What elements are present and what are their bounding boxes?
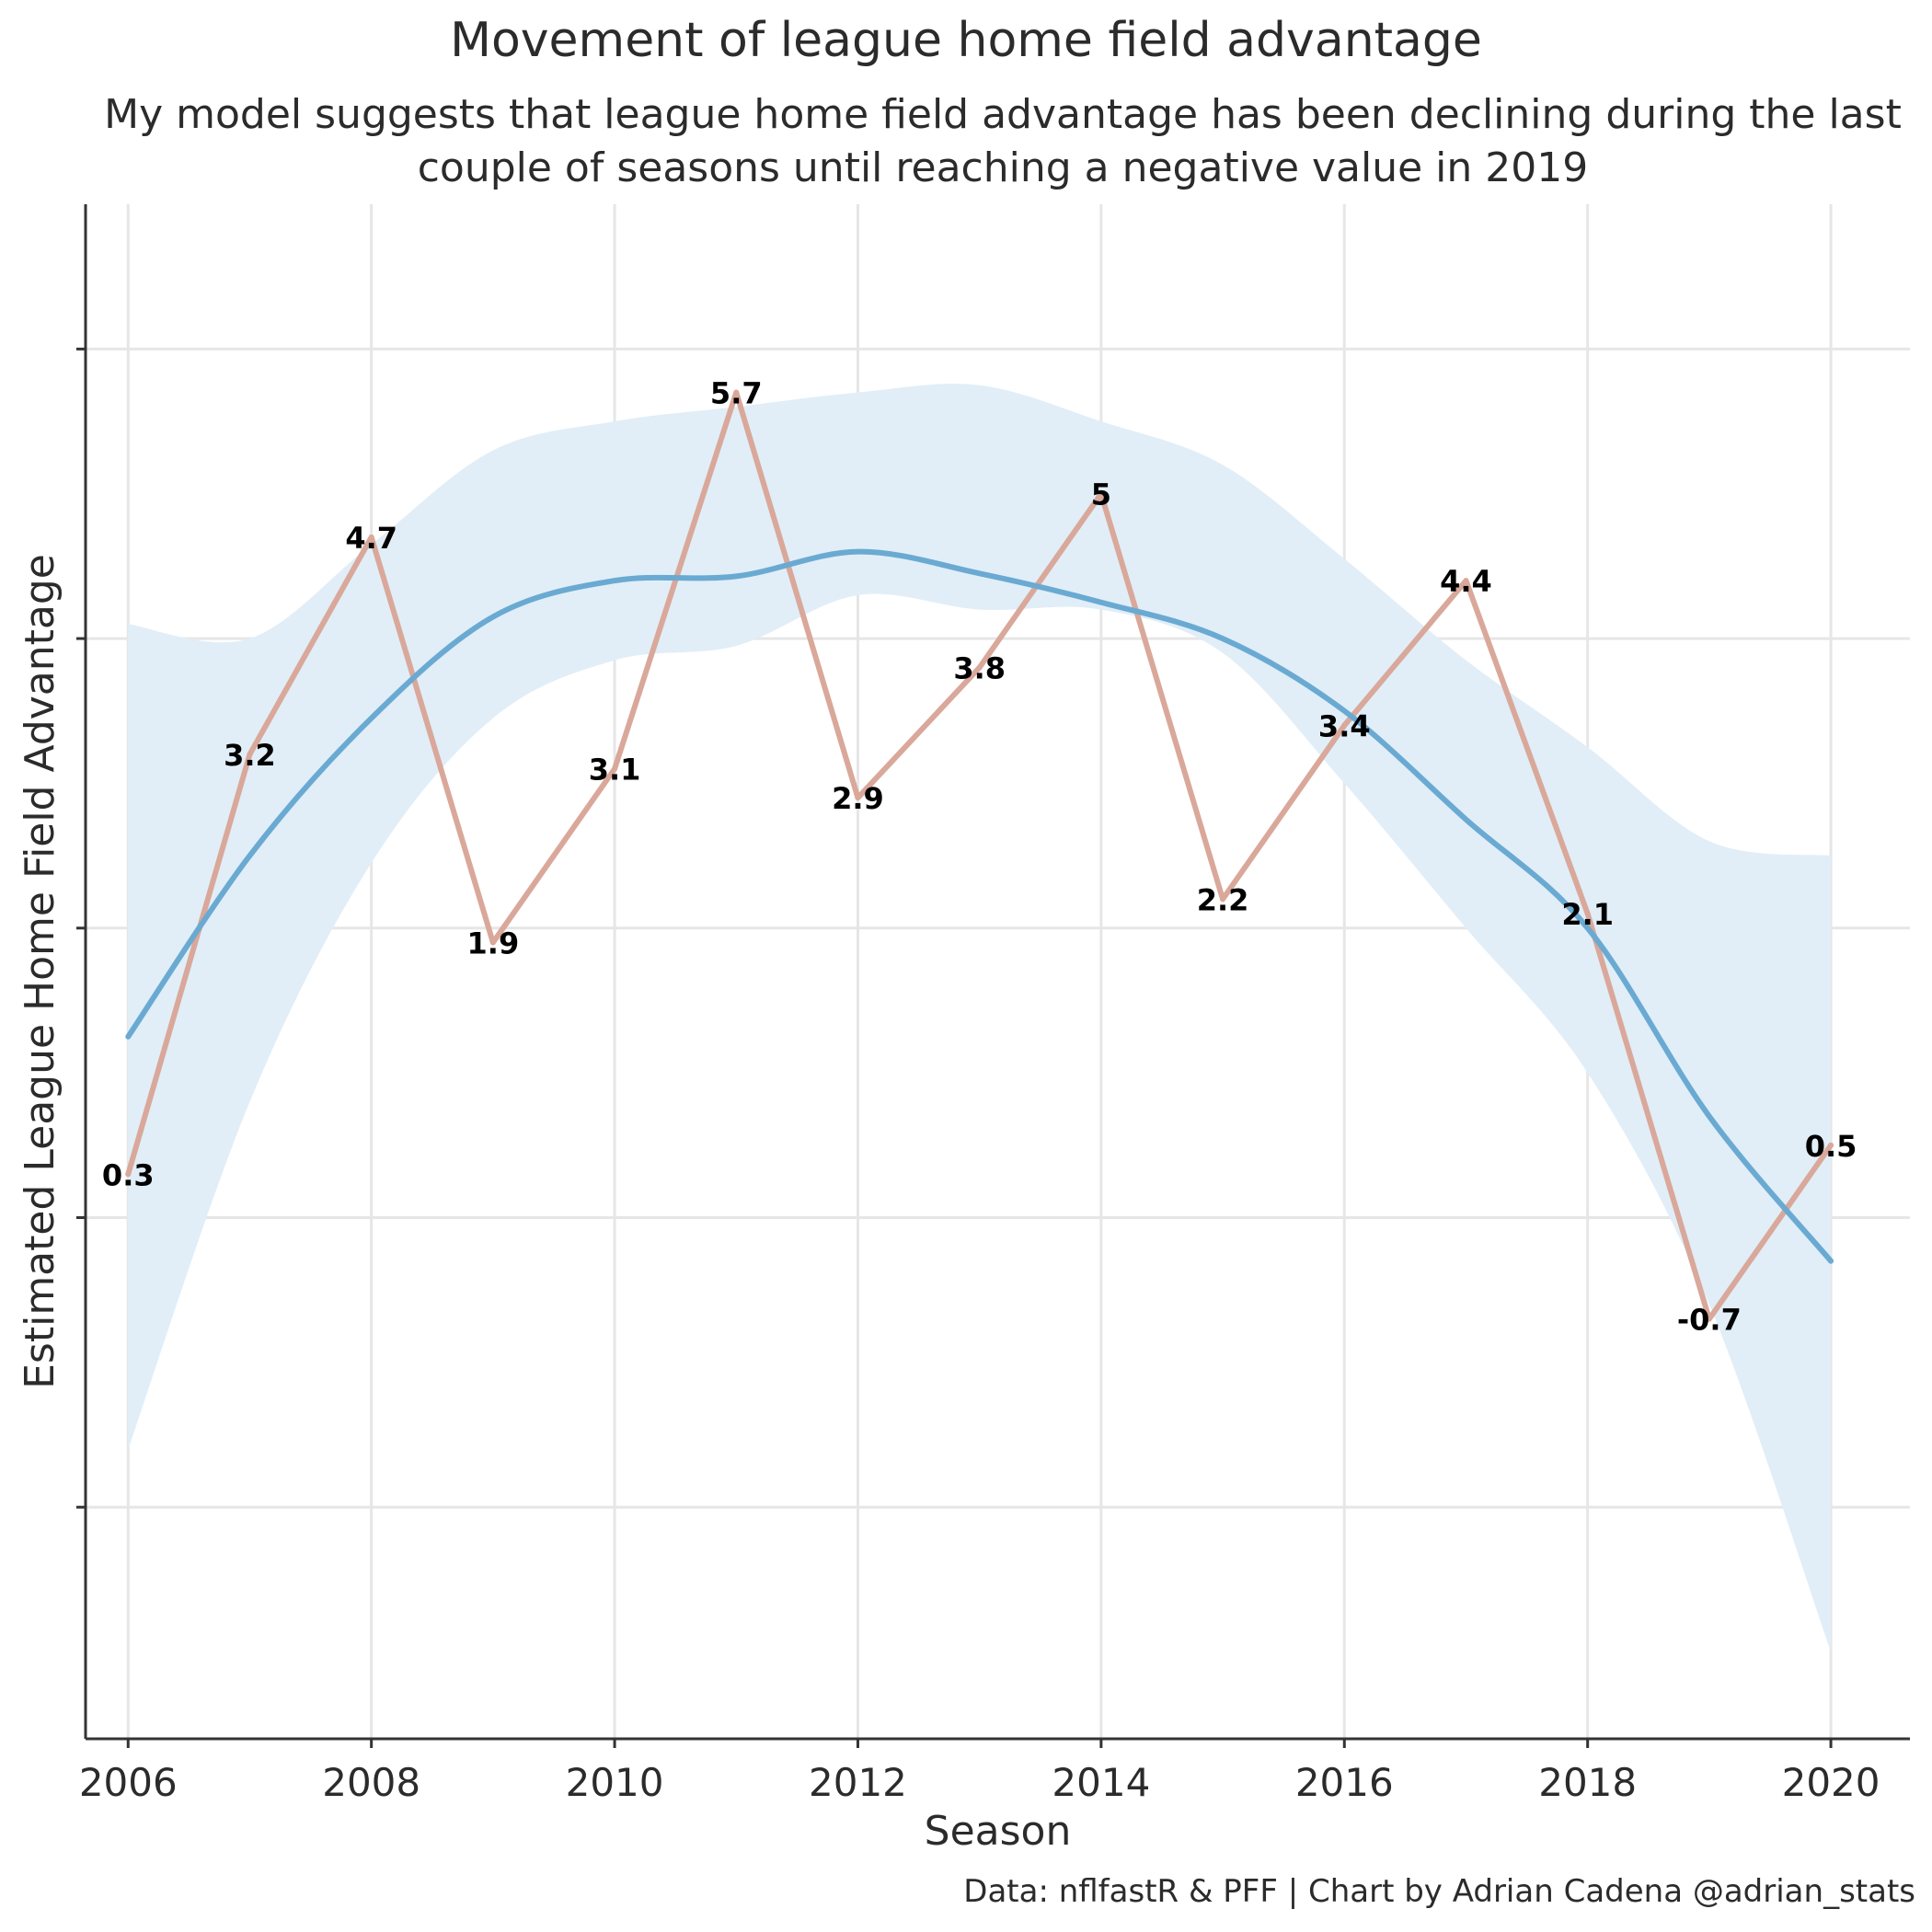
data-labels: 0.3 3.2 4.7 1.9 3.1 5.7 2.9 3.8 5 2.2 3.4 4.4 2.1 -0.… [102,376,1857,1338]
axes: 2006 2008 2010 2012 2014 2016 2018 2020 Season Es… [17,204,1910,1855]
data-point [1706,1316,1712,1322]
data-label: 0.3 [102,1157,155,1192]
x-tick-label: 2008 [322,1760,420,1805]
x-tick-label: 2012 [809,1760,907,1805]
x-tick-label: 2016 [1295,1760,1394,1805]
smooth-layer [125,548,1834,1264]
data-point [1341,722,1348,729]
data-label: 1.9 [467,926,520,961]
data-label: 3.8 [953,651,1006,686]
data-point [612,765,618,772]
x-tick-label: 2006 [79,1760,178,1805]
x-tick-label: 2020 [1782,1760,1880,1805]
data-label: 2.9 [832,781,884,816]
data-point [1584,911,1591,917]
data-point [125,1171,132,1178]
data-label: 2.2 [1197,882,1249,917]
confidence-band-layer [128,384,1832,1652]
x-axis-title: Season [925,1808,1072,1855]
data-label: 5 [1091,477,1111,512]
data-label: 0.5 [1805,1129,1857,1164]
data-point [247,751,253,757]
confidence-band [128,384,1832,1652]
data-point [1220,896,1226,903]
x-tick-label: 2014 [1052,1760,1150,1805]
series-layer [125,389,1834,1322]
data-label: 5.7 [710,376,763,411]
data-label: 4.7 [345,521,397,556]
chart-subtitle: My model suggests that league home field… [104,91,1902,191]
data-point [1463,578,1469,584]
data-point [489,939,496,946]
trend-line [125,548,1834,1264]
data-label: 2.1 [1561,897,1614,932]
data-label: 3.4 [1318,708,1371,743]
data-point [855,795,861,801]
data-label: -0.7 [1677,1303,1742,1338]
chart-caption: Data: nflfastR & PFF | Chart by Adrian C… [963,1873,1915,1910]
data-point [1828,1142,1834,1148]
data-point [733,389,740,396]
x-tick-label: 2010 [566,1760,664,1805]
data-label: 3.1 [589,753,641,788]
data-point [976,664,983,671]
data-label: 4.4 [1440,564,1492,599]
data-point [1098,490,1104,497]
data-point [368,534,374,540]
chart-title: Movement of league home field advantage [450,13,1482,68]
x-tick-label: 2018 [1538,1760,1637,1805]
y-axis-title: Estimated League Home Field Advantage [17,554,63,1389]
data-label: 3.2 [224,738,276,773]
